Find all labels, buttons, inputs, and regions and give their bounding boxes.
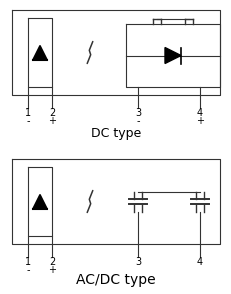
Text: 3: 3	[134, 257, 140, 267]
Text: DC type: DC type	[91, 126, 140, 139]
Text: 1: 1	[25, 257, 31, 267]
Text: 4: 4	[196, 257, 202, 267]
Polygon shape	[33, 46, 47, 59]
Text: -: -	[26, 116, 30, 126]
Text: 3: 3	[134, 108, 140, 118]
Text: 1: 1	[25, 108, 31, 118]
Text: +: +	[48, 116, 56, 126]
Polygon shape	[33, 195, 47, 208]
Text: -: -	[26, 265, 30, 275]
Text: +: +	[195, 116, 203, 126]
Text: +: +	[48, 265, 56, 275]
Polygon shape	[164, 48, 180, 64]
Text: -: -	[136, 116, 139, 126]
Text: 2: 2	[49, 257, 55, 267]
Text: 4: 4	[196, 108, 202, 118]
Text: AC/DC type: AC/DC type	[76, 273, 155, 287]
Text: 2: 2	[49, 108, 55, 118]
